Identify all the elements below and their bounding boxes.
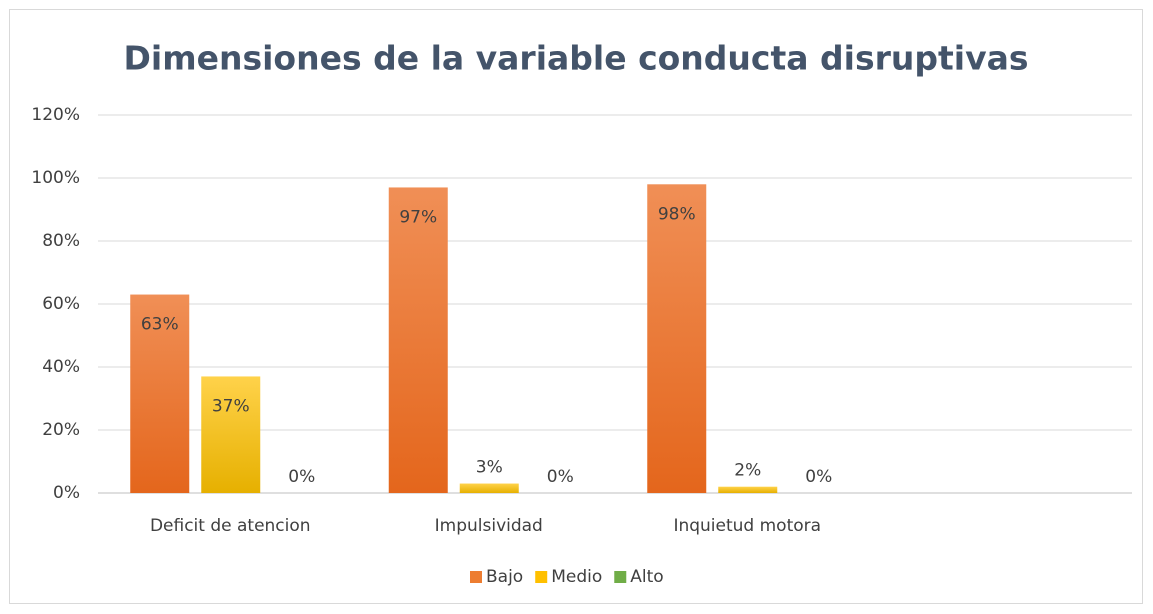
data-label: 0%	[288, 467, 315, 487]
y-tick-label: 100%	[31, 168, 80, 188]
legend-label: Bajo	[486, 567, 523, 587]
bar	[130, 294, 190, 493]
y-tick-label: 40%	[42, 357, 80, 377]
y-tick-label: 80%	[42, 231, 80, 251]
data-label: 0%	[805, 467, 832, 487]
data-label: 0%	[547, 467, 574, 487]
x-tick-label: Inquietud motora	[673, 516, 821, 536]
bar	[647, 184, 707, 494]
x-tick-label: Deficit de atencion	[150, 516, 311, 536]
data-label: 98%	[658, 204, 696, 224]
legend-swatch	[614, 571, 627, 583]
data-label: 3%	[476, 458, 503, 478]
chart-frame	[9, 9, 1143, 604]
bar	[388, 187, 448, 493]
data-label: 97%	[399, 207, 437, 227]
y-tick-label: 20%	[42, 420, 80, 440]
legend-swatch	[470, 571, 482, 583]
y-tick-label: 0%	[53, 483, 80, 503]
data-label: 37%	[212, 396, 250, 416]
chart-title: Dimensiones de la variable conducta disr…	[123, 39, 1028, 78]
data-label: 2%	[734, 461, 761, 481]
data-label: 63%	[141, 315, 179, 335]
bar	[459, 483, 519, 493]
bar	[201, 376, 261, 493]
legend-label: Medio	[551, 567, 602, 587]
y-tick-label: 120%	[31, 105, 80, 125]
y-tick-label: 60%	[42, 294, 80, 314]
x-tick-label: Impulsividad	[435, 516, 543, 536]
legend-label: Alto	[630, 567, 663, 587]
bar	[718, 486, 778, 493]
legend-swatch	[535, 571, 548, 583]
